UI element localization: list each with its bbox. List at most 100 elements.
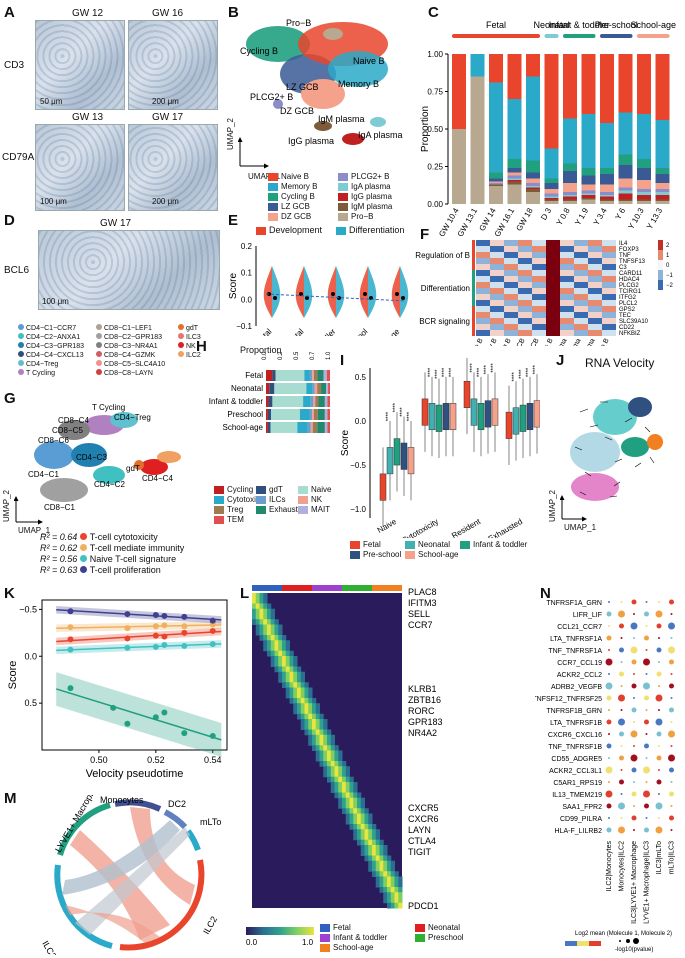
col-label: LYVE1+ Macrophage|ILC3 — [644, 841, 651, 924]
violin-differentiation — [400, 266, 409, 318]
heat-cell — [375, 871, 380, 877]
heat-cell — [300, 708, 305, 715]
group-strip — [332, 585, 337, 591]
dot — [645, 625, 648, 627]
dot — [633, 613, 635, 615]
bar-segment — [563, 201, 577, 204]
heat-cell — [259, 593, 264, 599]
group-bar — [637, 34, 670, 38]
heat-cell — [315, 740, 320, 746]
heat-cell — [368, 813, 373, 820]
bar-segment — [314, 383, 318, 394]
heat-cell — [588, 252, 602, 258]
umap-cluster: PLCG2+ B — [250, 92, 293, 102]
dot — [655, 718, 663, 726]
heat-cell — [518, 252, 532, 258]
heat-cell — [315, 719, 320, 725]
group-strip — [287, 585, 292, 591]
gene-label: CCR7 — [408, 620, 433, 630]
heat-cell — [372, 824, 377, 830]
bar-segment — [507, 181, 522, 185]
data-point — [181, 629, 188, 636]
row-label: C5AR1_RPS19 — [553, 780, 602, 787]
group-strip — [257, 585, 262, 591]
rna-velocity-plot — [560, 397, 663, 522]
dot — [630, 646, 638, 654]
group-label: Neonatal — [533, 20, 569, 30]
scale-label: 2 — [666, 243, 670, 249]
heat-cell — [327, 761, 332, 767]
heat-cell — [338, 787, 343, 793]
bar-segment — [563, 118, 577, 164]
x-tick-label: Y 10.3 — [626, 206, 646, 231]
heat-cell — [312, 719, 317, 725]
dot — [606, 743, 612, 749]
heat-cell — [304, 713, 309, 720]
bar-segment — [526, 178, 540, 183]
group-strip — [322, 585, 327, 591]
heat-cell — [297, 708, 302, 715]
dot — [658, 637, 660, 639]
heat-cell — [390, 871, 395, 877]
heat-cell — [504, 306, 518, 312]
heat-cell — [504, 252, 518, 258]
heat-cell — [546, 252, 560, 258]
heat-cell — [278, 671, 283, 678]
heat-cell — [252, 619, 257, 625]
violin-development — [263, 266, 272, 318]
panel-f-label: F — [420, 226, 430, 243]
panel-d-label: D — [4, 212, 15, 229]
heat-cell — [349, 787, 354, 793]
heat-cell — [330, 776, 335, 783]
heat-cell — [546, 258, 560, 264]
heat-cell — [368, 818, 373, 825]
dot — [633, 637, 635, 639]
dot — [670, 829, 673, 831]
heat-cell — [383, 860, 388, 867]
dot — [608, 781, 610, 783]
group-strip — [307, 585, 312, 591]
panel-c-label: C — [428, 4, 439, 21]
bar-segment — [299, 409, 310, 420]
bar-segment — [655, 199, 670, 201]
box — [505, 411, 513, 439]
bar-segment — [637, 195, 651, 200]
umap-g-ylabel: UMAP_2 — [2, 489, 11, 522]
legend-item: gdT — [178, 324, 198, 332]
y-tick-label: −0.1 — [236, 322, 252, 331]
heat-cell — [504, 258, 518, 264]
bar-segment — [600, 196, 614, 200]
dot — [656, 779, 662, 785]
heat-cell — [312, 724, 317, 730]
y-tick-label: 0.0 — [355, 417, 367, 426]
heat-cell — [297, 677, 302, 683]
heat-cell — [304, 708, 309, 715]
heat-cell — [300, 703, 305, 709]
group-strip — [352, 585, 357, 591]
gw17-label: GW 17 — [152, 112, 184, 123]
heat-cell — [560, 324, 574, 330]
heat-cell — [308, 692, 313, 699]
bar-segment — [655, 192, 670, 195]
data-point — [181, 730, 188, 737]
heat-cell — [602, 270, 616, 276]
heat-cell — [504, 300, 518, 306]
legend-item: CD8−C3−NR4A1 — [96, 342, 158, 350]
umap-cluster: Cycling B — [240, 46, 278, 56]
gene-label: PLAC8 — [408, 587, 437, 597]
heat-cell — [342, 771, 347, 778]
heat-cell — [398, 887, 403, 893]
bar-segment — [526, 76, 540, 161]
box — [449, 403, 457, 431]
violin-development — [359, 266, 368, 318]
heat-cell — [364, 855, 369, 862]
heat-cell — [282, 645, 287, 652]
legend-item: NK — [298, 495, 322, 504]
heat-cell — [387, 866, 392, 872]
gene-label: RORC — [408, 706, 435, 716]
y-axis-label: Score — [228, 273, 239, 300]
heat-cell — [574, 270, 588, 276]
heat-cell — [394, 876, 399, 883]
heat-cell — [293, 698, 298, 704]
heat-cell — [270, 650, 275, 657]
